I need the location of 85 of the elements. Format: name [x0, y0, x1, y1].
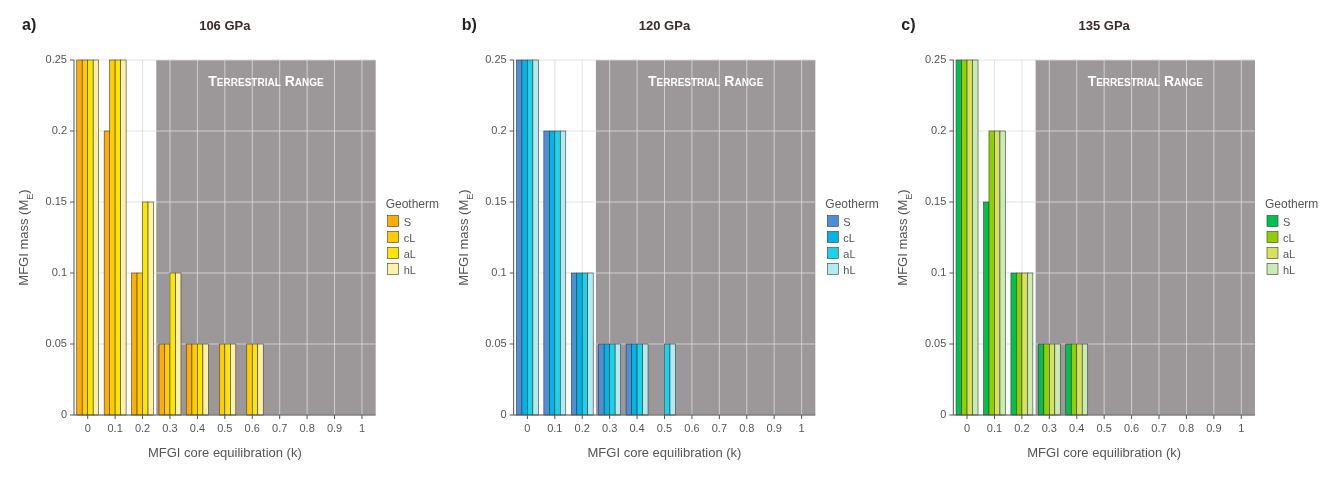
y-tick-label: 0.05 [485, 336, 507, 349]
x-tick-label: 0.3 [1041, 422, 1057, 434]
x-tick-label: 0.7 [272, 422, 288, 434]
text: c) [901, 16, 916, 33]
legend-label: S [403, 215, 412, 228]
x-tick-label: 0 [524, 422, 531, 434]
x-tick-label: 1 [358, 422, 366, 434]
text: a) [22, 16, 37, 33]
legend-title: Geotherm [1265, 196, 1319, 211]
bar [543, 130, 550, 416]
y-tick-label: 0.1 [491, 265, 507, 278]
y-tick-label: 0.25 [45, 52, 67, 65]
bar [1065, 343, 1072, 416]
x-tick-label: 0.9 [766, 422, 782, 434]
x-tick-label: 1 [798, 422, 805, 434]
x-tick-label: 0.8 [299, 422, 315, 434]
y-tick-label: 0 [500, 407, 507, 420]
y-tick-label: 0.1 [51, 265, 67, 278]
x-tick-label: 0.9 [1206, 422, 1222, 434]
x-tick-label: 0.7 [1151, 422, 1167, 434]
x-tick-label: 0.9 [326, 422, 343, 434]
x-tick-label: 0.2 [1014, 422, 1030, 434]
chart-title: 135 GPa [1078, 18, 1131, 33]
x-tick-label: 0.6 [684, 422, 700, 434]
x-tick-label: 0.6 [1123, 422, 1140, 434]
bar [158, 343, 165, 416]
x-tick-label: 1 [1238, 422, 1245, 434]
legend-title: Geotherm [385, 196, 440, 211]
x-tick-label: 0.3 [602, 422, 618, 434]
y-tick-label: 0.25 [924, 52, 947, 65]
chart-title: 120 GPa [638, 18, 691, 33]
legend-label: aL [1283, 247, 1296, 260]
x-tick-label: 0.5 [217, 422, 233, 434]
x-tick-label: 0.1 [547, 422, 563, 434]
band-label: Terrestrial Range [1087, 72, 1204, 89]
x-tick-label: 0.4 [189, 422, 206, 434]
text: b) [461, 16, 477, 33]
chart-title: 106 GPa [199, 18, 252, 33]
x-tick-label: 0.5 [1096, 422, 1112, 434]
x-tick-label: 0.8 [739, 422, 755, 434]
y-tick-label: 0.05 [45, 336, 67, 349]
legend-label: S [843, 215, 851, 228]
y-tick-label: 0.25 [485, 52, 507, 65]
x-tick-label: 0.7 [711, 422, 727, 434]
x-axis-title: MFGI core equilibration (k) [147, 445, 302, 460]
legend-label: aL [843, 247, 856, 260]
legend-label: cL [403, 231, 416, 244]
y-tick-label: 0.05 [924, 336, 947, 349]
x-tick-label: 0.8 [1178, 422, 1195, 434]
y-tick-label: 0.2 [491, 123, 507, 136]
bar [1010, 272, 1017, 416]
x-tick-label: 0.1 [986, 422, 1003, 434]
x-axis-title: MFGI core equilibration (k) [1027, 445, 1182, 460]
legend-label: cL [1283, 231, 1295, 244]
y-tick-label: 0.15 [45, 194, 67, 207]
legend-label: hL [403, 263, 416, 276]
legend-label: cL [843, 231, 855, 244]
x-tick-label: 0 [963, 422, 971, 434]
bar [598, 343, 605, 416]
band-label: Terrestrial Range [647, 72, 764, 89]
y-tick-label: 0.15 [924, 194, 947, 207]
y-tick-label: 0.2 [931, 123, 947, 136]
x-tick-label: 0.3 [162, 422, 178, 434]
y-tick-label: 0.2 [51, 123, 67, 136]
bar [246, 343, 253, 416]
x-tick-label: 0.4 [629, 422, 645, 434]
y-tick-label: 0.15 [485, 194, 507, 207]
legend-label: aL [403, 247, 416, 260]
y-tick-label: 0.1 [931, 265, 947, 278]
x-tick-label: 0.2 [574, 422, 590, 434]
legend-label: S [1283, 215, 1291, 228]
band-label: Terrestrial Range [208, 72, 324, 89]
bar [625, 343, 632, 416]
x-tick-label: 0.4 [1069, 422, 1085, 434]
legend-title: Geotherm [825, 196, 879, 211]
x-tick-label: 0.2 [134, 422, 151, 434]
x-tick-label: 0 [84, 422, 91, 434]
y-tick-label: 0 [60, 407, 67, 420]
x-tick-label: 0.5 [656, 422, 673, 434]
x-axis-title: MFGI core equilibration (k) [587, 445, 742, 460]
x-tick-label: 0.6 [244, 422, 260, 434]
y-tick-label: 0 [940, 407, 947, 420]
legend-label: hL [1283, 263, 1296, 276]
x-tick-label: 0.1 [107, 422, 123, 434]
legend-label: hL [843, 263, 856, 276]
